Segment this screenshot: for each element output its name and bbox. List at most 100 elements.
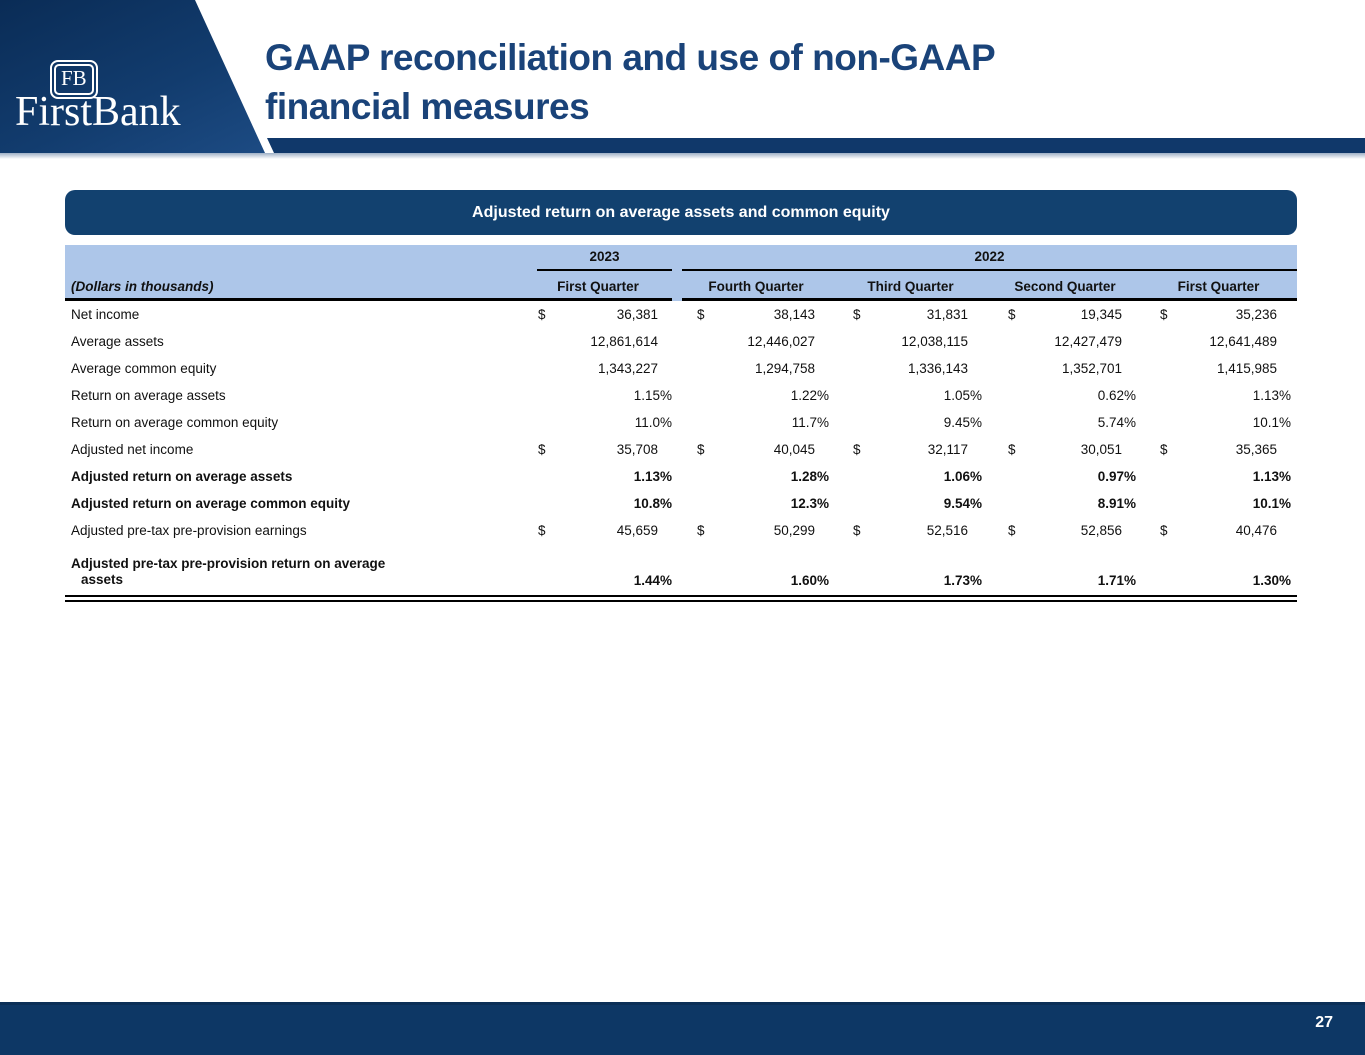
year-underline-2022 [682,269,1297,271]
firstbank-logo-icon: FB [50,60,98,99]
cell-value: 0.97% [1097,469,1136,484]
cell-value: 50,299 [773,523,815,538]
cell: $19,345 [968,307,1122,322]
cell-value: 19,345 [1080,307,1122,322]
dollars-note: (Dollars in thousands) [71,279,214,294]
year-header-2022: 2022 [974,249,1005,264]
cell-value: 1.30% [1252,573,1291,588]
cell: 0.97% [968,469,1136,484]
cell: 10.1% [1122,496,1291,511]
cell-value: 40,045 [773,442,815,457]
dollar-sign: $ [1160,523,1168,538]
year-header-2023: 2023 [589,249,620,264]
page-number: 27 [1315,1014,1333,1031]
cell-value: 52,516 [926,523,968,538]
table-row: Adjusted pre-tax pre-provision return on… [65,544,1297,591]
dollar-sign: $ [1008,442,1016,457]
cell: 11.0% [530,415,672,430]
cell: 12,861,614 [530,334,658,349]
cell: 1.13% [530,469,672,484]
cell: 10.1% [1122,415,1291,430]
cell: $30,051 [968,442,1122,457]
cell: 10.8% [530,496,672,511]
row-label: Return on average common equity [71,415,279,430]
dollar-sign: $ [1008,307,1016,322]
cell-value: 12,038,115 [901,334,968,349]
row-label: Adjusted pre-tax pre-provision earnings [71,523,307,538]
logo-mark: FB [54,64,94,95]
cell: 12,641,489 [1122,334,1277,349]
cell-value: 12,427,479 [1054,334,1122,349]
dollar-sign: $ [853,307,861,322]
slide-header: FB FirstBank GAAP reconciliation and use… [0,0,1365,159]
cell: 0.62% [968,388,1136,403]
row-label: Average common equity [71,361,217,376]
cell: 1.05% [815,388,982,403]
cell: 1.13% [1122,388,1291,403]
row-label: Average assets [71,334,164,349]
dollar-sign: $ [853,442,861,457]
cell: 1.44% [530,573,672,588]
cell-value: 1.22% [790,388,829,403]
cell-value: 0.62% [1097,388,1136,403]
cell-value: 10.1% [1252,496,1291,511]
cell-value: 1,336,143 [907,361,968,376]
column-header-q2-2022: Second Quarter [1014,279,1116,294]
cell: 1.06% [815,469,982,484]
cell: 12,038,115 [815,334,968,349]
dollar-sign: $ [538,307,546,322]
dollar-sign: $ [1160,442,1168,457]
row-label: Adjusted return on average common equity [71,496,351,511]
cell: 8.91% [968,496,1136,511]
table-row: Adjusted pre-tax pre-provision earnings … [65,517,1297,544]
cell: 5.74% [968,415,1136,430]
cell-value: 1,352,701 [1061,361,1122,376]
page-title-line1: GAAP reconciliation and use of non-GAAP [265,37,996,78]
cell-value: 1.05% [943,388,982,403]
cell: $40,476 [1122,523,1277,538]
cell-value: 1.60% [790,573,829,588]
cell-value: 1.15% [633,388,672,403]
cell: 1.28% [658,469,829,484]
cell-value: 10.8% [633,496,672,511]
table-row: Return on average common equity 11.0% 11… [65,409,1297,436]
row-label: Adjusted net income [71,442,194,457]
cell-value: 9.45% [943,415,982,430]
table-row: Net income $36,381 $38,143 $31,831 $19,3… [65,301,1297,328]
cell-value: 1,294,758 [754,361,815,376]
cell: $52,856 [968,523,1122,538]
row-label: Adjusted pre-tax pre-provision return on… [65,556,530,588]
table-row: Return on average assets 1.15% 1.22% 1.0… [65,382,1297,409]
table-row: Adjusted net income $35,708 $40,045 $32,… [65,436,1297,463]
cell-value: 1.44% [633,573,672,588]
cell: 12,427,479 [968,334,1122,349]
cell: $32,117 [815,442,968,457]
cell-value: 9.54% [943,496,982,511]
cell-value: 1.13% [1252,388,1291,403]
cell: 1.30% [1122,573,1291,588]
cell-value: 12,861,614 [590,334,658,349]
cell: 12,446,027 [658,334,815,349]
cell: $36,381 [530,307,658,322]
dollar-sign: $ [538,523,546,538]
cell: $45,659 [530,523,658,538]
page-title-line2: financial measures [265,86,590,127]
cell: 1.15% [530,388,672,403]
cell: $35,708 [530,442,658,457]
cell-value: 35,236 [1235,307,1277,322]
cell-value: 5.74% [1097,415,1136,430]
dollar-sign: $ [1160,307,1168,322]
table-header: 2023 2022 (Dollars in thousands) First Q… [65,245,1297,301]
table-title-bar: Adjusted return on average assets and co… [65,190,1297,235]
cell: 1,294,758 [658,361,815,376]
row-label-line2: assets [81,572,124,587]
header-bottom-rule-left [65,298,672,301]
table-row: Adjusted return on average assets 1.13% … [65,463,1297,490]
table-row: Adjusted return on average common equity… [65,490,1297,517]
table-body: Net income $36,381 $38,143 $31,831 $19,3… [65,301,1297,591]
dollar-sign: $ [697,307,705,322]
table-row: Average assets 12,861,614 12,446,027 12,… [65,328,1297,355]
logo-wordmark: FirstBank [15,89,181,135]
cell: $50,299 [658,523,815,538]
header-band [267,138,1365,153]
